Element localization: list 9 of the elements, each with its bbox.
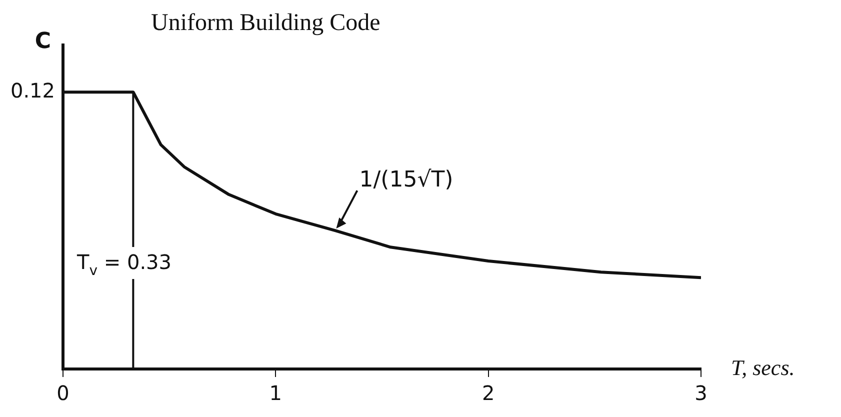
chart-title: Uniform Building Code <box>151 10 380 36</box>
y-axis-title: C <box>34 29 52 54</box>
x-tick-label: 2 <box>482 381 495 406</box>
x-tick-label: 0 <box>56 381 70 406</box>
x-tick-label: 3 <box>694 381 708 406</box>
annotation: 1/(15√T) <box>359 168 454 193</box>
x-tick-label: 1 <box>269 381 282 406</box>
x-axis-title: T, secs. <box>731 355 795 380</box>
annotation: 0.12 <box>10 78 55 102</box>
